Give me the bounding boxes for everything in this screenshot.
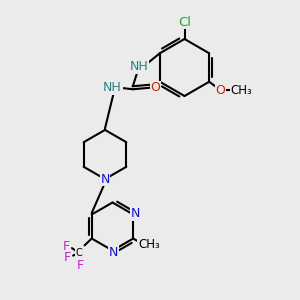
- Text: N: N: [100, 172, 110, 186]
- Text: N: N: [130, 207, 140, 220]
- Text: F: F: [64, 251, 71, 264]
- Text: O: O: [150, 81, 160, 94]
- Text: O: O: [215, 84, 225, 97]
- Text: F: F: [77, 259, 84, 272]
- Text: CH₃: CH₃: [138, 238, 160, 251]
- Text: F: F: [63, 240, 70, 253]
- Text: CH₃: CH₃: [230, 84, 252, 97]
- Text: C: C: [76, 248, 82, 258]
- Text: Cl: Cl: [178, 16, 191, 29]
- Text: NH: NH: [103, 81, 122, 94]
- Text: NH: NH: [129, 60, 148, 73]
- Text: N: N: [109, 245, 118, 259]
